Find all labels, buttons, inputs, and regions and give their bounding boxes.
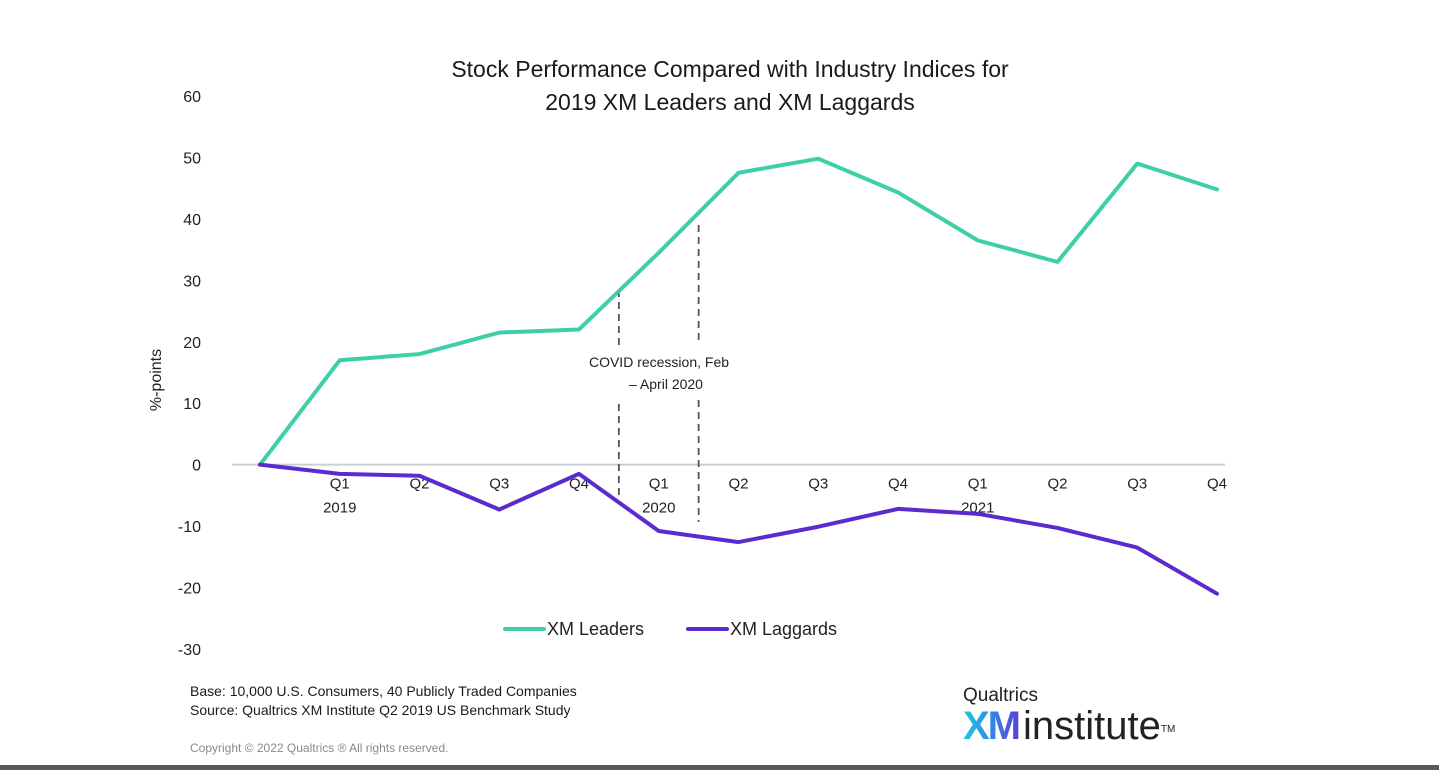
legend-label-laggards: XM Laggards <box>730 619 837 639</box>
x-tick-label: Q2 <box>1047 476 1067 493</box>
y-tick-label: 50 <box>183 150 201 167</box>
x-tick-label: Q3 <box>489 476 509 493</box>
series-lines <box>258 156 1219 596</box>
x-tick-label: Q4 <box>888 476 908 493</box>
x-tick-label: Q1 <box>968 476 988 493</box>
y-tick-label: 0 <box>192 458 201 475</box>
y-axis-ticks: 60 50 40 30 20 10 0 -10 -20 -30 <box>178 89 201 659</box>
x-tick-label: Q1 <box>330 476 350 493</box>
y-tick-label: 20 <box>183 335 201 352</box>
chart-notes: Base: 10,000 U.S. Consumers, 40 Publicly… <box>190 682 577 720</box>
x-tick-year-label: 2019 <box>323 500 356 517</box>
chart-title-line-2: 2019 XM Leaders and XM Laggards <box>545 89 915 115</box>
y-tick-label: 40 <box>183 212 201 229</box>
covid-annotation: COVID recession, Feb – April 2020 <box>589 225 729 522</box>
y-tick-label: 30 <box>183 273 201 290</box>
source-note: Source: Qualtrics XM Institute Q2 2019 U… <box>190 702 571 718</box>
x-tick-label: Q3 <box>1127 476 1147 493</box>
y-tick-label: -10 <box>178 519 201 536</box>
x-tick-label: Q3 <box>808 476 828 493</box>
covid-annotation-line-2: – April 2020 <box>629 376 703 392</box>
legend: XM Leaders XM Laggards <box>503 619 837 639</box>
logo-institute-text: institute <box>1023 704 1161 748</box>
y-tick-label: -30 <box>178 642 201 659</box>
y-axis-label: %-points <box>148 349 165 411</box>
logo-xm-text: XM <box>963 704 1021 748</box>
logo-trademark: TM <box>1160 724 1176 735</box>
x-tick-year-label: 2020 <box>642 500 675 517</box>
y-tick-label: 60 <box>183 89 201 106</box>
bottom-border <box>0 765 1439 770</box>
legend-label-leaders: XM Leaders <box>547 619 644 639</box>
x-tick-label: Q2 <box>728 476 748 493</box>
copyright-text: Copyright © 2022 Qualtrics ® All rights … <box>190 741 449 755</box>
base-note: Base: 10,000 U.S. Consumers, 40 Publicly… <box>190 683 577 699</box>
qualtrics-xm-institute-logo: Qualtrics XM instituteTM <box>963 685 1176 748</box>
x-tick-label: Q4 <box>1207 476 1227 493</box>
x-tick-label: Q1 <box>649 476 669 493</box>
series-line-xm-leaders <box>258 156 1219 467</box>
logo-qualtrics-text: Qualtrics <box>963 685 1038 706</box>
chart-title-line-1: Stock Performance Compared with Industry… <box>451 56 1009 82</box>
covid-annotation-line-1: COVID recession, Feb <box>589 354 729 370</box>
y-tick-label: 10 <box>183 396 201 413</box>
y-tick-label: -20 <box>178 581 201 598</box>
